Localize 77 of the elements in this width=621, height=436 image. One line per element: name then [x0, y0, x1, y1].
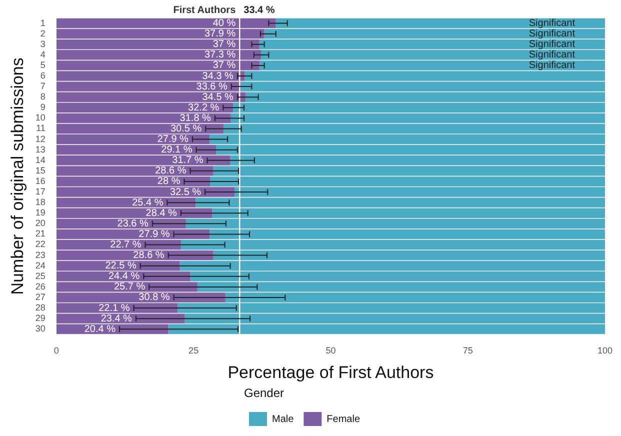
y-tick-label: 28: [35, 302, 46, 313]
y-tick-label: 6: [40, 70, 46, 80]
data-label: 37.3 %: [204, 50, 236, 61]
y-tick-label: 16: [35, 176, 46, 186]
y-tick-label: 10: [35, 112, 46, 123]
data-label: 28 %: [157, 176, 180, 188]
data-label: 28.6 %: [133, 250, 164, 262]
x-axis-title: Percentage of First Authors: [228, 363, 434, 382]
y-tick-label: 29: [35, 313, 46, 324]
y-tick-label: 11: [36, 123, 46, 134]
y-tick-label: 1: [40, 18, 46, 28]
y-tick-label: 5: [40, 60, 46, 70]
data-label: 37 %: [212, 60, 236, 72]
y-tick-label: 7: [40, 81, 46, 92]
data-label: 28.6 %: [155, 166, 186, 177]
x-tick-label: 25: [188, 345, 199, 356]
x-tick-label: 75: [462, 345, 473, 356]
data-label: 27.9 %: [138, 228, 170, 240]
legend-title: Gender: [244, 386, 284, 400]
y-tick-label: 20: [35, 218, 46, 228]
x-tick-label: 100: [597, 345, 613, 356]
data-label: 23.4 %: [100, 313, 132, 324]
y-tick-label: 15: [35, 165, 46, 176]
annotation: Significant: [528, 39, 576, 50]
ref-line-label: First Authors: [173, 4, 236, 16]
y-tick-label: 18: [35, 197, 46, 208]
y-tick-label: 8: [40, 92, 46, 102]
data-label: 34.5 %: [202, 92, 234, 103]
data-label: 22.1 %: [98, 302, 130, 314]
y-axis-title: Number of original submissions: [8, 58, 27, 295]
data-label: 31.7 %: [172, 155, 204, 166]
data-label: 22.7 %: [110, 240, 142, 251]
data-label: 25.4 %: [132, 197, 164, 208]
data-label: 25.7 %: [114, 282, 146, 293]
y-tick-label: 3: [40, 38, 46, 49]
data-label: 31.8 %: [180, 112, 212, 124]
y-tick-label: 4: [40, 49, 46, 60]
y-tick-label: 9: [40, 102, 46, 112]
data-label: 29.1 %: [161, 144, 192, 156]
y-tick-label: 17: [35, 186, 46, 197]
data-label: 24.4 %: [108, 271, 140, 282]
data-label: 40 %: [212, 18, 236, 30]
data-label: 32.2 %: [188, 102, 220, 114]
data-label: 32.5 %: [170, 186, 202, 198]
y-tick-label: 27: [35, 292, 46, 302]
y-tick-label: 23: [35, 250, 46, 260]
data-label: 33.6 %: [196, 81, 228, 92]
y-tick-label: 13: [35, 144, 46, 154]
y-tick-label: 14: [35, 154, 46, 165]
data-label: 30.5 %: [170, 123, 202, 134]
legend-label: Male: [272, 414, 294, 425]
y-tick-label: 12: [35, 134, 46, 144]
y-tick-label: 24: [35, 260, 46, 270]
data-label: 28.4 %: [146, 208, 178, 219]
y-tick-label: 21: [35, 228, 46, 239]
data-label: 23.6 %: [117, 218, 149, 230]
x-tick-label: 0: [54, 345, 59, 356]
data-label: 20.4 %: [84, 324, 116, 335]
y-tick-label: 26: [35, 281, 46, 292]
text: 33.4 %: [244, 4, 275, 16]
data-label: 34.3 %: [202, 70, 234, 82]
y-tick-label: 30: [35, 324, 46, 334]
data-label: 37 %: [212, 39, 236, 50]
data-label: 27.9 %: [157, 134, 189, 146]
y-tick-label: 2: [40, 28, 46, 38]
annotation: Significant: [528, 50, 576, 61]
y-tick-label: 22: [35, 239, 46, 250]
legend-label: Female: [326, 414, 360, 425]
y-tick-label: 19: [35, 208, 46, 218]
x-tick-label: 50: [326, 345, 336, 356]
data-label: 37.9 %: [204, 28, 236, 40]
data-label: 22.5 %: [105, 260, 136, 272]
annotation: Significant: [528, 18, 576, 30]
data-label: 30.8 %: [138, 292, 170, 304]
y-tick-label: 25: [35, 270, 46, 281]
annotation: Significant: [528, 28, 576, 40]
annotation: Significant: [528, 60, 576, 72]
